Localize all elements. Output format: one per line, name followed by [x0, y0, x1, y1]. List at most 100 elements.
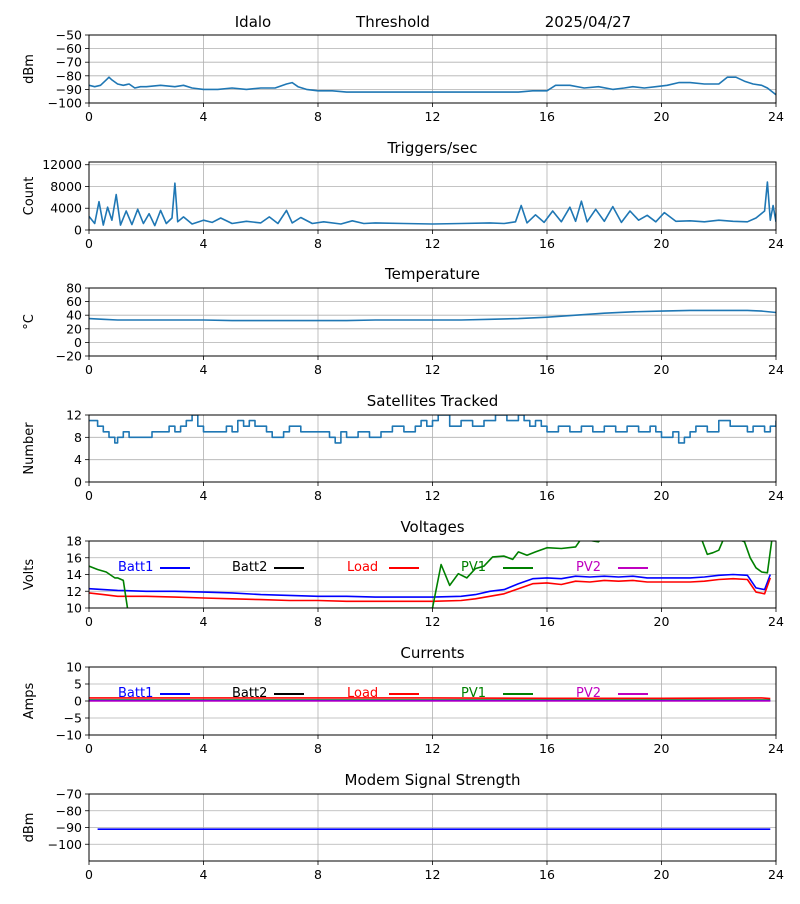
ytick-label-threshold-2: −80 [56, 68, 82, 83]
xtick-label-temperature-4: 16 [539, 362, 555, 377]
ytick-label-triggers-0: 0 [74, 223, 82, 238]
series-satellites-line0 [89, 415, 776, 444]
ytick-label-triggers-3: 12000 [42, 157, 82, 172]
ytick-label-voltages-2: 14 [66, 567, 82, 582]
series-voltages-batt1 [89, 573, 772, 598]
xtick-label-voltages-3: 12 [425, 614, 441, 629]
ylabel-voltages: Volts [22, 559, 37, 591]
ytick-label-temperature-4: 60 [66, 294, 82, 309]
xtick-label-modem-4: 16 [539, 867, 555, 882]
xtick-label-currents-3: 12 [425, 741, 441, 756]
xtick-label-threshold-1: 4 [200, 109, 208, 124]
ytick-label-modem-2: −80 [56, 803, 82, 818]
xtick-label-modem-2: 8 [314, 867, 322, 882]
xtick-label-voltages-6: 24 [768, 614, 784, 629]
xtick-label-triggers-6: 24 [768, 236, 784, 251]
series-group-voltages [89, 541, 773, 608]
xtick-label-temperature-1: 4 [200, 362, 208, 377]
xtick-label-temperature-0: 0 [85, 362, 93, 377]
ylabel-threshold: dBm [22, 54, 37, 84]
xtick-label-satellites-1: 4 [200, 488, 208, 503]
panel-threshold: 0 4 8 12 16 20 24 −100−90−80−70−60−50 dBm [22, 28, 784, 125]
xtick-label-temperature-5: 20 [654, 362, 670, 377]
ytick-label-temperature-2: 20 [66, 321, 82, 336]
ytick-label-modem-1: −90 [56, 820, 82, 835]
series-group-currents [89, 697, 771, 702]
ytick-label-currents-4: 10 [66, 660, 82, 675]
ytick-label-triggers-2: 8000 [50, 179, 82, 194]
series-group-temperature [89, 309, 776, 322]
xtick-label-threshold-5: 20 [654, 109, 670, 124]
xtick-label-threshold-3: 12 [425, 109, 441, 124]
xtick-label-currents-6: 24 [768, 741, 784, 756]
ytick-label-satellites-3: 12 [66, 408, 82, 423]
header-label: Threshold [355, 13, 430, 31]
legend-label-voltages-batt2: Batt2 [232, 560, 267, 575]
xtick-label-currents-5: 20 [654, 741, 670, 756]
ylabel-satellites: Number [22, 422, 37, 475]
xtick-label-triggers-1: 4 [200, 236, 208, 251]
xtick-label-modem-6: 24 [768, 867, 784, 882]
ytick-label-currents-2: 0 [74, 694, 82, 709]
xtick-label-voltages-4: 16 [539, 614, 555, 629]
xtick-label-threshold-4: 16 [539, 109, 555, 124]
xtick-label-triggers-5: 20 [654, 236, 670, 251]
panel-triggers: 0 4 8 12 16 20 24 0 4000 8000 12000 Triggers/sec Cou… [22, 139, 784, 251]
header-station: Idalo [235, 13, 271, 31]
panel-title-satellites: Satellites Tracked [367, 392, 498, 410]
legend-label-voltages-pv2: PV2 [576, 560, 601, 575]
panel-title-currents: Currents [400, 644, 464, 662]
legend-label-voltages-batt1: Batt1 [118, 560, 153, 575]
series-temperature-line0 [89, 309, 776, 322]
xtick-label-modem-3: 12 [425, 867, 441, 882]
ytick-label-threshold-3: −70 [56, 55, 82, 70]
series-group-threshold [89, 76, 776, 96]
series-currents-load [89, 697, 771, 700]
ytick-label-currents-1: −5 [64, 711, 82, 726]
xtick-label-satellites-4: 16 [539, 488, 555, 503]
series-group-satellites [89, 415, 776, 444]
xtick-label-satellites-3: 12 [425, 488, 441, 503]
xtick-label-triggers-3: 12 [425, 236, 441, 251]
xtick-label-triggers-2: 8 [314, 236, 322, 251]
series-voltages-load [89, 577, 772, 603]
ytick-label-threshold-4: −60 [56, 41, 82, 56]
ytick-label-voltages-4: 18 [66, 534, 82, 549]
xtick-label-voltages-1: 4 [200, 614, 208, 629]
xtick-label-satellites-2: 8 [314, 488, 322, 503]
ytick-label-currents-3: 5 [74, 677, 82, 692]
xtick-label-voltages-5: 20 [654, 614, 670, 629]
legend-label-currents-batt1: Batt1 [118, 686, 153, 701]
xtick-label-currents-4: 16 [539, 741, 555, 756]
header-date: 2025/04/27 [545, 13, 631, 31]
ytick-label-threshold-0: −100 [48, 96, 82, 111]
ytick-label-threshold-5: −50 [56, 28, 82, 43]
xtick-label-triggers-4: 16 [539, 236, 555, 251]
xtick-label-temperature-6: 24 [768, 362, 784, 377]
panel-title-temperature: Temperature [384, 265, 480, 283]
series-triggers-line0 [89, 181, 776, 227]
xtick-label-voltages-2: 8 [314, 614, 322, 629]
xtick-label-currents-0: 0 [85, 741, 93, 756]
ytick-label-currents-0: −10 [56, 728, 82, 743]
xtick-label-modem-0: 0 [85, 867, 93, 882]
ytick-label-triggers-1: 4000 [50, 201, 82, 216]
xtick-label-currents-2: 8 [314, 741, 322, 756]
ytick-label-satellites-0: 0 [74, 475, 82, 490]
ytick-label-temperature-0: −20 [56, 349, 82, 364]
legend-label-currents-load: Load [347, 686, 378, 701]
series-voltages-pv1 [89, 541, 773, 608]
panel-title-modem: Modem Signal Strength [345, 771, 521, 789]
ytick-label-threshold-1: −90 [56, 82, 82, 97]
legend-label-currents-batt2: Batt2 [232, 686, 267, 701]
xtick-label-threshold-6: 24 [768, 109, 784, 124]
series-threshold-line0 [89, 76, 776, 96]
ytick-label-satellites-2: 8 [74, 430, 82, 445]
panel-title-triggers: Triggers/sec [387, 139, 478, 157]
ytick-label-satellites-1: 4 [74, 452, 82, 467]
ytick-label-modem-3: −70 [56, 787, 82, 802]
ytick-label-voltages-3: 16 [66, 550, 82, 565]
